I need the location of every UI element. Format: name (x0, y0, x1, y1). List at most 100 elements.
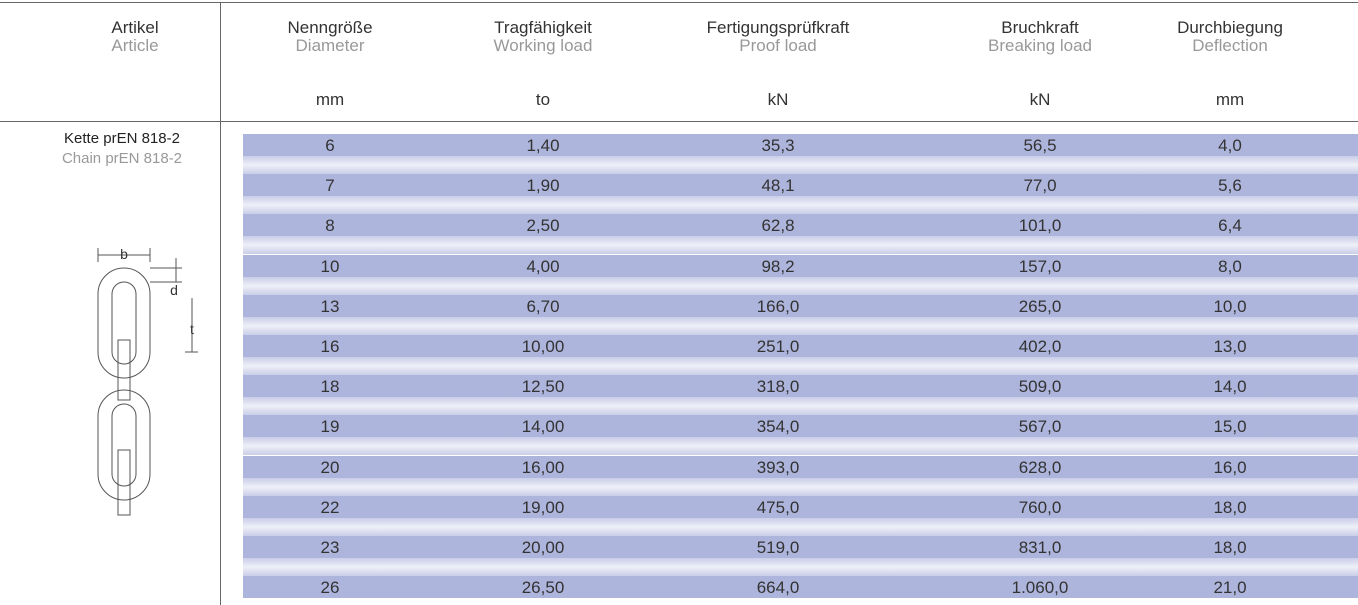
cell: 402,0 (1018, 337, 1062, 356)
cell: 18,0 (1213, 497, 1247, 517)
cell: 664,0 (756, 578, 800, 598)
cell: 23 (320, 538, 340, 557)
cell: 26 (320, 578, 340, 598)
cell: 831,0 (1018, 538, 1062, 557)
cell: 19 (320, 417, 340, 437)
article-de: Kette prEN 818-2 (64, 130, 180, 147)
row-gap (243, 558, 1358, 576)
unit: mm (315, 90, 345, 109)
row-band (243, 134, 1358, 156)
unit: kN (1029, 90, 1051, 109)
row-band (243, 294, 1358, 317)
cell: 1,90 (526, 176, 560, 196)
cell: 318,0 (756, 377, 800, 397)
row-band (243, 214, 1358, 237)
cell: 13 (320, 296, 340, 316)
header-en: Proof load (739, 36, 817, 55)
cell: 1.060,0 (1011, 578, 1069, 598)
cell: 101,0 (1018, 216, 1062, 236)
cell: 20 (320, 457, 340, 477)
cell: 14,00 (521, 417, 565, 437)
row-band (243, 495, 1358, 518)
row-band (243, 536, 1358, 558)
cell: 475,0 (756, 497, 800, 517)
header-en: Article (111, 36, 159, 55)
cell: 98,2 (761, 256, 795, 276)
cell: 6 (325, 136, 335, 155)
header-de: Tragfähigkeit (494, 18, 592, 37)
cell: 8 (325, 216, 335, 236)
label-b: b (120, 246, 128, 262)
cell: 22 (320, 497, 340, 517)
cell: 18 (320, 377, 340, 397)
cell: 265,0 (1018, 296, 1062, 316)
column-rule (220, 2, 221, 605)
cell: 5,6 (1218, 176, 1242, 196)
cell: 10 (320, 256, 340, 276)
cell: 6,4 (1218, 216, 1242, 236)
article-en: Chain prEN 818-2 (61, 150, 183, 167)
cell: 157,0 (1018, 256, 1062, 276)
header-de: Artikel (111, 18, 159, 37)
cell: 19,00 (521, 497, 565, 517)
cell: 20,00 (521, 538, 565, 557)
row-gap (243, 397, 1358, 416)
cell: 7 (325, 176, 335, 196)
row-band (243, 375, 1358, 398)
row-gap (243, 437, 1358, 456)
header-en: Breaking load (988, 36, 1092, 55)
cell: 18,0 (1213, 538, 1247, 557)
row-band (243, 576, 1358, 599)
unit: kN (767, 90, 789, 109)
cell: 8,0 (1218, 256, 1242, 276)
row-gap (243, 236, 1358, 255)
cell: 4,00 (526, 256, 560, 276)
row-band (243, 174, 1358, 197)
cell: 14,0 (1213, 377, 1247, 397)
cell: 16,00 (521, 457, 565, 477)
header-de: Durchbiegung (1177, 18, 1283, 37)
header-de: Nenngröße (287, 18, 373, 37)
cell: 2,50 (526, 216, 560, 236)
row-gap (243, 276, 1358, 295)
row-band (243, 415, 1358, 438)
cell: 62,8 (761, 216, 795, 236)
cell: 628,0 (1018, 457, 1062, 477)
cell: 56,5 (1023, 136, 1057, 155)
label-d: d (170, 282, 178, 298)
unit: mm (1215, 90, 1245, 109)
cell: 166,0 (756, 296, 800, 316)
cell: 15,0 (1213, 417, 1247, 437)
row-gap (243, 156, 1358, 174)
cell: 16,0 (1213, 457, 1247, 477)
cell: 77,0 (1023, 176, 1057, 196)
header-en: Working load (493, 36, 593, 55)
cell: 6,70 (526, 296, 560, 316)
cell: 251,0 (756, 337, 800, 356)
row-gap (243, 316, 1358, 335)
row-gap (243, 357, 1358, 375)
row-gap (243, 517, 1358, 536)
header-en: Diameter (295, 36, 365, 55)
cell: 48,1 (761, 176, 795, 196)
cell: 354,0 (756, 417, 800, 437)
cell: 13,0 (1213, 337, 1247, 356)
unit: to (535, 90, 551, 109)
cell: 21,0 (1213, 578, 1247, 598)
cell: 519,0 (756, 538, 800, 557)
cell: 26,50 (521, 578, 565, 598)
cell: 393,0 (756, 457, 800, 477)
cell: 4,0 (1218, 136, 1242, 155)
cell: 35,3 (761, 136, 795, 155)
header-rule (0, 121, 1358, 122)
header-en: Deflection (1192, 36, 1268, 55)
cell: 10,00 (521, 337, 565, 356)
cell: 10,0 (1213, 296, 1247, 316)
cell: 509,0 (1018, 377, 1062, 397)
cell: 16 (320, 337, 340, 356)
row-band (243, 455, 1358, 478)
row-gap (243, 196, 1358, 215)
label-t: t (190, 321, 194, 337)
row-band (243, 254, 1358, 277)
